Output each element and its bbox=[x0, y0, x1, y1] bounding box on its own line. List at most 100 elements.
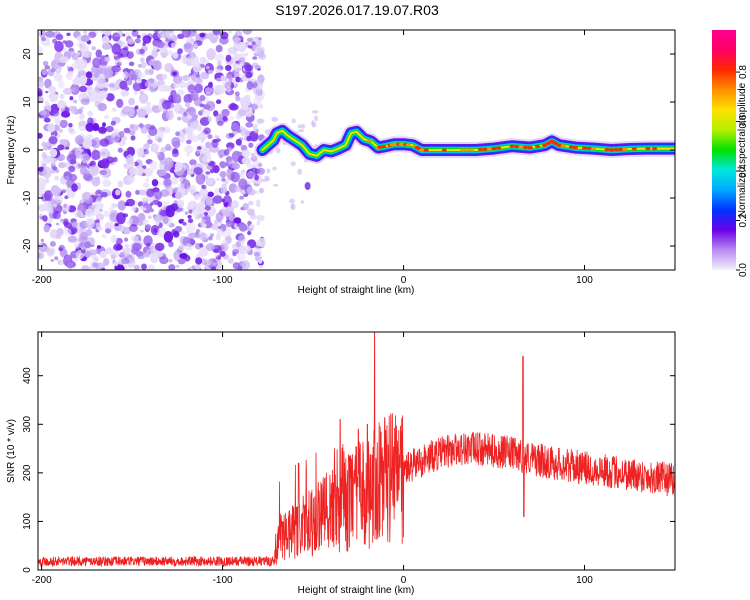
noise-blob bbox=[212, 195, 223, 204]
noise-blob bbox=[65, 146, 70, 150]
noise-blob bbox=[125, 154, 134, 165]
noise-blob bbox=[102, 122, 106, 128]
noise-blob bbox=[132, 81, 143, 92]
noise-blob bbox=[232, 252, 237, 257]
noise-blob bbox=[117, 200, 127, 211]
noise-blob bbox=[190, 135, 200, 143]
noise-blob bbox=[177, 89, 185, 96]
noise-blob bbox=[99, 208, 103, 212]
noise-blob bbox=[68, 127, 74, 133]
noise-blob bbox=[54, 256, 59, 261]
noise-blob bbox=[123, 265, 128, 269]
noise-blob bbox=[91, 46, 96, 51]
noise-blob bbox=[104, 56, 111, 62]
noise-blob bbox=[202, 154, 212, 164]
noise-blob bbox=[225, 205, 235, 217]
noise-blob bbox=[180, 218, 185, 222]
snr-frame bbox=[37, 331, 676, 571]
noise-blob bbox=[186, 54, 195, 66]
noise-blob bbox=[257, 68, 261, 71]
noise-blob bbox=[38, 88, 43, 97]
noise-blob bbox=[163, 231, 174, 243]
noise-blob bbox=[58, 156, 63, 162]
noise-blob bbox=[64, 195, 69, 200]
ridge-hotspot bbox=[523, 145, 529, 149]
noise-blob bbox=[53, 73, 63, 82]
noise-blob bbox=[97, 103, 107, 112]
noise-blob bbox=[188, 232, 196, 240]
noise-blob bbox=[199, 32, 206, 38]
noise-blob bbox=[225, 54, 232, 62]
noise-blob bbox=[219, 171, 227, 178]
noise-blob bbox=[207, 116, 212, 122]
noise-blob bbox=[101, 234, 107, 238]
ridge-hotspot bbox=[459, 148, 465, 152]
noise-blob bbox=[233, 37, 241, 44]
noise-blob bbox=[221, 177, 226, 182]
noise-blob bbox=[217, 113, 222, 119]
noise-blob bbox=[136, 147, 145, 157]
noise-blob bbox=[185, 221, 196, 233]
noise-blob bbox=[174, 161, 183, 172]
noise-blob bbox=[212, 165, 220, 174]
noise-blob bbox=[157, 169, 167, 177]
noise-blob bbox=[66, 65, 71, 70]
noise-blob bbox=[215, 84, 225, 95]
noise-blob bbox=[240, 128, 250, 137]
noise-blob bbox=[251, 41, 256, 46]
noise-blob bbox=[252, 125, 257, 132]
snr-panel: -200 -100 0 100 0 100 200 300 400 Height of stra… bbox=[6, 331, 676, 596]
noise-blob bbox=[76, 66, 84, 73]
noise-blob bbox=[106, 156, 115, 164]
noise-blob bbox=[205, 100, 216, 112]
noise-blob bbox=[80, 249, 86, 254]
noise-blob bbox=[44, 100, 50, 107]
noise-blob bbox=[41, 141, 46, 147]
noise-blob bbox=[147, 139, 153, 145]
noise-blob bbox=[231, 122, 239, 131]
noise-blob bbox=[123, 127, 131, 134]
noise-blob bbox=[217, 120, 224, 127]
noise-blob bbox=[60, 101, 67, 107]
noise-blob bbox=[148, 60, 154, 66]
ridge-hotspot bbox=[652, 147, 658, 151]
noise-blob bbox=[89, 266, 93, 270]
noise-blob bbox=[206, 177, 214, 185]
noise-blob bbox=[115, 237, 123, 245]
noise-blob bbox=[127, 174, 135, 184]
noise-blob bbox=[297, 124, 302, 129]
noise-blob bbox=[238, 57, 246, 64]
noise-blob bbox=[116, 212, 126, 225]
noise-blob bbox=[202, 223, 207, 228]
noise-blob bbox=[194, 83, 204, 94]
noise-blob bbox=[113, 156, 118, 163]
ridge-hotspot bbox=[553, 141, 559, 145]
noise-blob bbox=[83, 30, 88, 35]
noise-blob bbox=[143, 252, 151, 258]
noise-blob bbox=[136, 108, 147, 118]
noise-blob bbox=[101, 43, 112, 50]
noise-blob bbox=[38, 46, 44, 57]
noise-blob bbox=[237, 128, 242, 134]
noise-blob bbox=[174, 210, 178, 216]
spectrogram-ridge bbox=[254, 122, 675, 164]
noise-blob bbox=[148, 215, 152, 219]
noise-blob bbox=[43, 224, 51, 233]
noise-blob bbox=[95, 49, 103, 58]
noise-blob bbox=[144, 81, 152, 88]
y-tick-label: 300 bbox=[22, 416, 33, 433]
noise-blob bbox=[211, 222, 220, 231]
noise-blob bbox=[38, 251, 45, 260]
noise-blob bbox=[209, 145, 220, 153]
noise-blob bbox=[123, 163, 128, 167]
ridge-hotspot bbox=[609, 148, 615, 152]
noise-blob bbox=[172, 93, 178, 98]
noise-blob bbox=[248, 142, 254, 148]
noise-blob bbox=[58, 162, 66, 169]
noise-blob bbox=[92, 123, 100, 132]
noise-blob bbox=[85, 122, 95, 132]
noise-blob bbox=[187, 114, 192, 120]
noise-blob bbox=[187, 74, 198, 86]
noise-blob bbox=[175, 264, 180, 268]
noise-blob bbox=[234, 73, 239, 77]
